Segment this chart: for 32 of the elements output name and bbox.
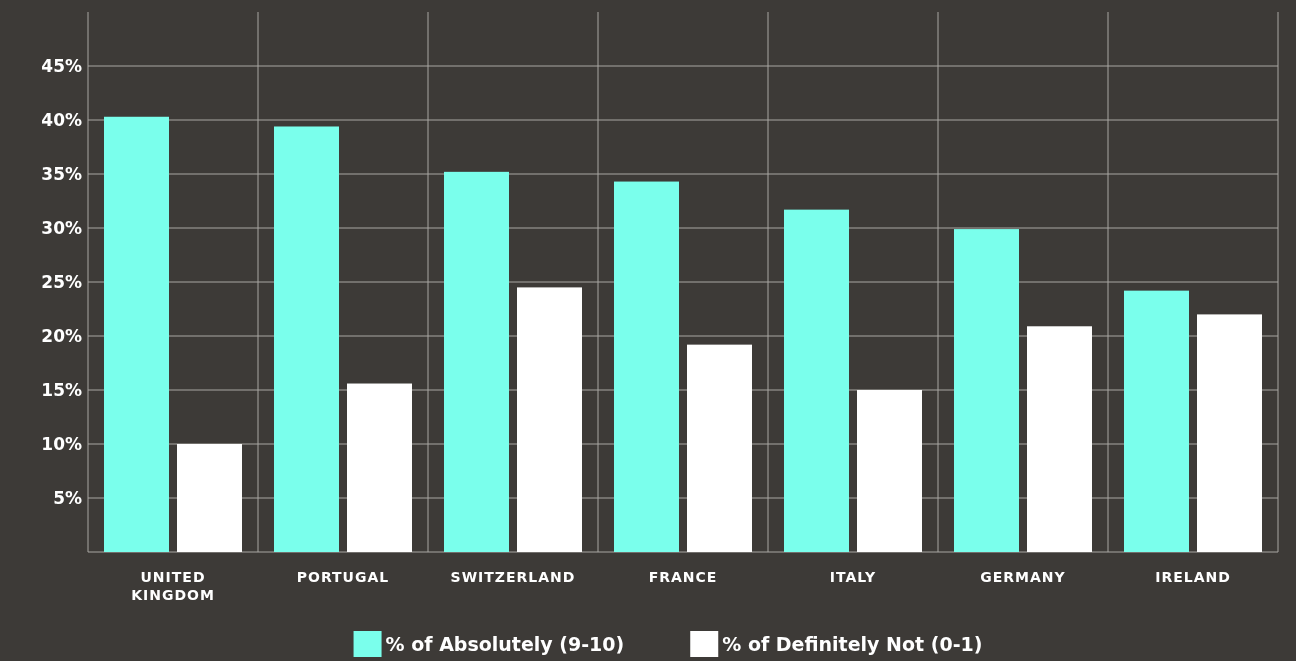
x-tick-label: SWITZERLAND bbox=[450, 569, 576, 585]
bar bbox=[347, 383, 412, 552]
legend-label: % of Absolutely (9-10) bbox=[385, 633, 625, 655]
bar bbox=[784, 209, 849, 552]
bar bbox=[1124, 290, 1189, 552]
bar bbox=[177, 444, 242, 552]
bar bbox=[274, 126, 339, 552]
bar bbox=[857, 390, 922, 552]
legend-label: % of Definitely Not (0-1) bbox=[722, 633, 983, 655]
bar bbox=[444, 171, 509, 552]
y-tick-label: 10% bbox=[41, 433, 82, 454]
y-tick-label: 35% bbox=[41, 163, 82, 184]
x-tick-label: ITALY bbox=[829, 569, 877, 585]
bar bbox=[1027, 326, 1092, 552]
x-tick-label: GERMANY bbox=[980, 569, 1066, 585]
y-tick-label: 45% bbox=[41, 55, 82, 76]
y-tick-label: 40% bbox=[41, 109, 82, 130]
bar bbox=[1197, 314, 1262, 552]
bar bbox=[614, 181, 679, 552]
x-tick-label: PORTUGAL bbox=[296, 569, 390, 585]
y-tick-label: 5% bbox=[53, 487, 82, 508]
y-tick-label: 20% bbox=[41, 325, 82, 346]
x-tick-label: IRELAND bbox=[1155, 569, 1231, 585]
bar bbox=[687, 344, 752, 552]
x-tick-label: FRANCE bbox=[648, 569, 718, 585]
y-tick-label: 30% bbox=[41, 217, 82, 238]
bar bbox=[104, 116, 169, 552]
bar bbox=[517, 287, 582, 552]
bar bbox=[954, 229, 1019, 552]
y-tick-label: 15% bbox=[41, 379, 82, 400]
y-tick-label: 25% bbox=[41, 271, 82, 292]
x-tick-label: UNITED KINGDOM bbox=[131, 569, 215, 603]
